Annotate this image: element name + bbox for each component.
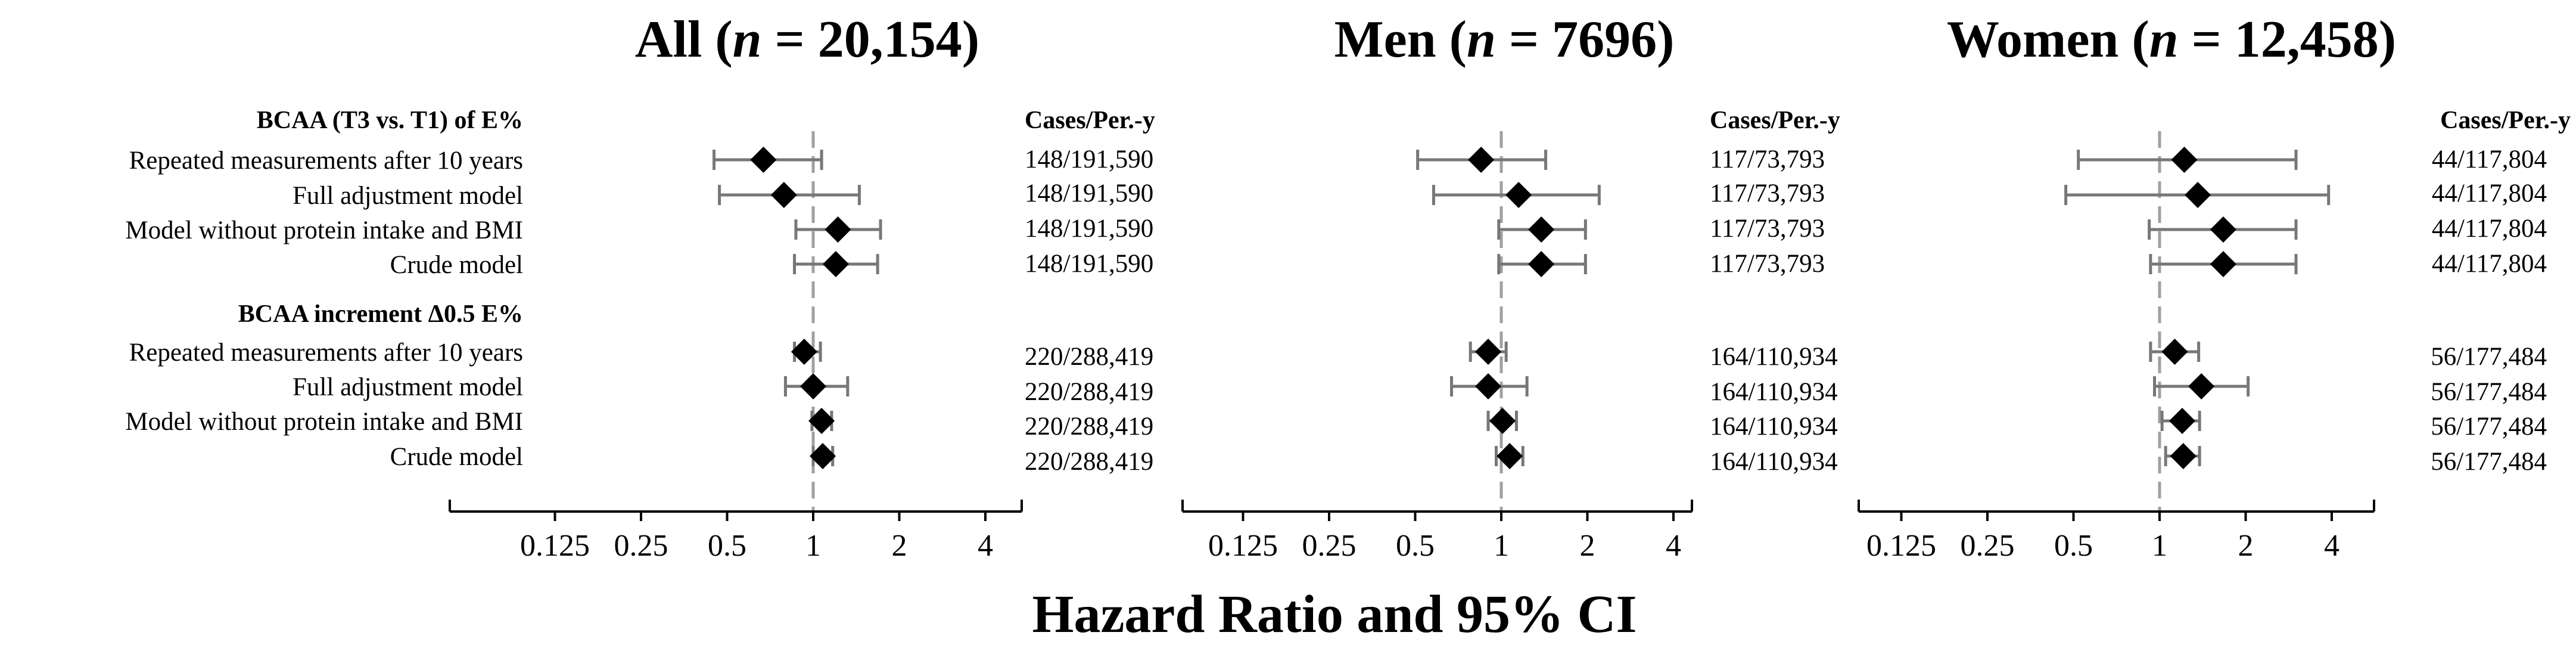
x-tick-label: 4 (978, 529, 993, 563)
hr-point-diamond (1475, 339, 1502, 365)
cases-value: 44/117,804 (2432, 250, 2547, 278)
x-tick-label: 4 (1666, 529, 1681, 563)
hr-point-diamond (2169, 408, 2196, 434)
cases-value: 164/110,934 (1710, 413, 1838, 441)
hr-point-diamond (1497, 443, 1523, 469)
cases-value: 117/73,793 (1710, 179, 1825, 207)
x-tick-label: 1 (1494, 529, 1509, 563)
cases-value: 220/288,419 (1025, 378, 1153, 406)
x-tick-label: 0.5 (2054, 529, 2093, 563)
hr-point-diamond (800, 373, 826, 399)
row-label: Crude model (390, 251, 523, 279)
panel-title-suffix: = 20,154) (762, 11, 979, 69)
cases-value: 44/117,804 (2432, 215, 2547, 243)
hr-point-diamond (1528, 216, 1555, 243)
hr-point-diamond (2210, 251, 2236, 277)
hr-point-diamond (2170, 443, 2197, 469)
panel-title-prefix: Men ( (1334, 11, 1467, 69)
cases-header: Cases/Per.-y (1025, 107, 1155, 134)
row-label: Repeated measurements after 10 years (129, 147, 523, 175)
cases-value: 56/177,484 (2431, 378, 2547, 406)
hr-point-diamond (791, 339, 817, 365)
cases-value: 56/177,484 (2431, 413, 2547, 441)
cases-value: 117/73,793 (1710, 250, 1825, 278)
hr-point-diamond (2161, 339, 2188, 365)
row-label: Full adjustment model (293, 182, 523, 210)
hr-point-diamond (825, 216, 851, 243)
cases-value: 220/288,419 (1025, 413, 1153, 441)
hr-point-diamond (2171, 147, 2198, 173)
cases-header: Cases/Per.-y (1710, 107, 1840, 134)
row-label: Model without protein intake and BMI (125, 408, 523, 436)
panel-title-suffix: = 7696) (1496, 11, 1674, 69)
x-tick-label: 0.125 (520, 529, 590, 563)
x-tick-label: 4 (2324, 529, 2339, 563)
x-tick-label: 0.25 (614, 529, 668, 563)
row-label: Full adjustment model (293, 373, 523, 401)
cases-value: 44/117,804 (2432, 145, 2547, 173)
row-label: Repeated measurements after 10 years (129, 339, 523, 367)
cases-value: 56/177,484 (2431, 448, 2547, 476)
x-tick-label: 0.125 (1866, 529, 1936, 563)
x-tick-label: 0.5 (708, 529, 746, 563)
cases-value: 148/191,590 (1025, 145, 1153, 173)
hr-point-diamond (1528, 251, 1555, 277)
cases-value: 44/117,804 (2432, 179, 2547, 207)
cases-value: 164/110,934 (1710, 343, 1838, 371)
hr-point-diamond (823, 251, 850, 277)
cases-value: 148/191,590 (1025, 179, 1153, 207)
cases-header: Cases/Per.-y (2440, 107, 2571, 134)
hr-point-diamond (2185, 182, 2211, 208)
hr-point-diamond (1489, 408, 1516, 434)
x-tick-label: 2 (2238, 529, 2254, 563)
x-tick-label: 2 (1580, 529, 1595, 563)
hr-point-diamond (2210, 216, 2236, 243)
panel-title-n: n (2149, 11, 2179, 69)
x-tick-label: 0.25 (1961, 529, 2015, 563)
forest-panel-1: All (n = 20,154) Cases/Per.-y 0.125 0.25 0.5… (449, 11, 1155, 563)
hr-point-diamond (1505, 182, 1532, 208)
cases-value: 164/110,934 (1710, 448, 1838, 476)
panel-title: Women (n = 12,458) (1947, 11, 2396, 69)
cases-value: 164/110,934 (1710, 378, 1838, 406)
cases-value: 56/177,484 (2431, 343, 2547, 371)
hr-point-diamond (810, 443, 836, 469)
panel-title-prefix: All ( (635, 11, 733, 69)
x-tick-label: 1 (805, 529, 821, 563)
panel-title-n: n (733, 11, 762, 69)
x-tick-label: 2 (892, 529, 907, 563)
forest-panel-3: Women (n = 12,458) Cases/Per.-y 0.125 0.25 0… (1858, 11, 2571, 563)
x-tick-label: 0.125 (1208, 529, 1278, 563)
panel-title-prefix: Women ( (1947, 11, 2149, 69)
panel-title: All (n = 20,154) (635, 11, 979, 69)
hr-point-diamond (1475, 373, 1502, 399)
hr-point-diamond (750, 147, 777, 173)
hr-point-diamond (770, 182, 797, 208)
cases-value: 148/191,590 (1025, 215, 1153, 243)
hr-point-diamond (2188, 373, 2215, 399)
x-axis-title: Hazard Ratio and 95% CI (1032, 585, 1637, 644)
panel-title-n: n (1467, 11, 1496, 69)
x-tick-label: 1 (2152, 529, 2167, 563)
group-heading: BCAA increment Δ0.5 E% (238, 300, 523, 328)
cases-value: 220/288,419 (1025, 448, 1153, 476)
cases-value: 148/191,590 (1025, 250, 1153, 278)
cases-value: 117/73,793 (1710, 145, 1825, 173)
hr-point-diamond (808, 408, 835, 434)
panel-title: Men (n = 7696) (1334, 11, 1675, 69)
forest-panel-2: Men (n = 7696) Cases/Per.-y 0.125 0.25 0.5 1 2… (1181, 11, 1840, 563)
group-heading: BCAA (T3 vs. T1) of E% (257, 107, 523, 134)
cases-value: 117/73,793 (1710, 215, 1825, 243)
hr-point-diamond (1468, 147, 1495, 173)
x-tick-label: 0.25 (1302, 529, 1357, 563)
panel-title-suffix: = 12,458) (2179, 11, 2396, 69)
row-label-column: BCAA (T3 vs. T1) of E% Repeated measureme… (125, 107, 523, 471)
row-label: Crude model (390, 443, 523, 471)
row-label: Model without protein intake and BMI (125, 216, 523, 244)
x-tick-label: 0.5 (1396, 529, 1435, 563)
cases-value: 220/288,419 (1025, 343, 1153, 371)
